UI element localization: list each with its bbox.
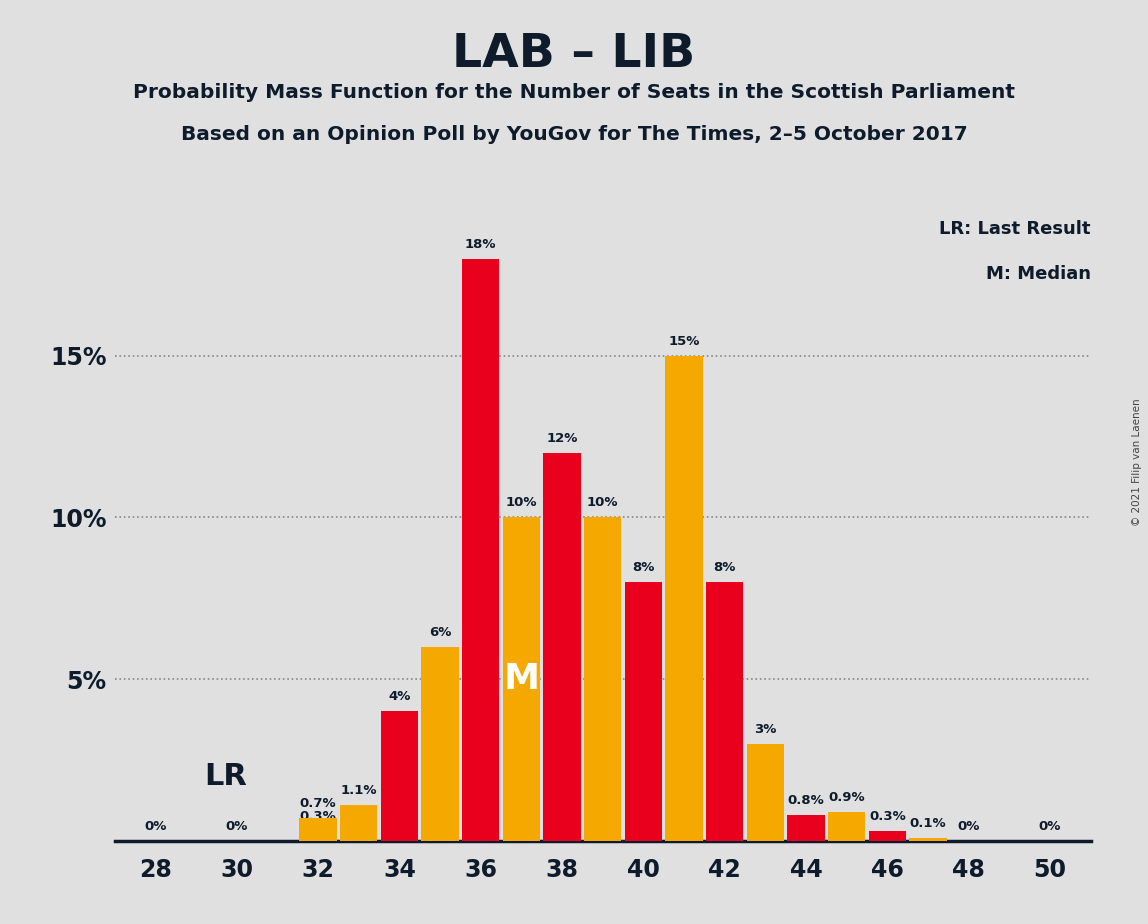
Text: 10%: 10%	[587, 496, 619, 509]
Text: 0.1%: 0.1%	[909, 817, 946, 830]
Bar	[421, 647, 459, 841]
Text: 8%: 8%	[633, 561, 654, 574]
Text: 8%: 8%	[714, 561, 736, 574]
Text: LR: LR	[204, 761, 247, 791]
Bar	[869, 832, 906, 841]
Bar	[461, 259, 499, 841]
Bar	[828, 812, 866, 841]
Text: M: M	[503, 663, 540, 696]
Text: LAB – LIB: LAB – LIB	[452, 32, 696, 78]
Bar	[584, 517, 621, 841]
Bar	[788, 815, 824, 841]
Bar	[746, 744, 784, 841]
Bar	[543, 453, 581, 841]
Bar	[503, 517, 540, 841]
Text: Probability Mass Function for the Number of Seats in the Scottish Parliament: Probability Mass Function for the Number…	[133, 83, 1015, 103]
Text: 0.3%: 0.3%	[300, 810, 336, 823]
Text: 10%: 10%	[505, 496, 537, 509]
Bar	[625, 582, 662, 841]
Bar	[300, 832, 336, 841]
Text: © 2021 Filip van Laenen: © 2021 Filip van Laenen	[1132, 398, 1142, 526]
Text: 0%: 0%	[226, 820, 248, 833]
Text: 3%: 3%	[754, 723, 776, 736]
Text: 0.3%: 0.3%	[869, 810, 906, 823]
Text: 0%: 0%	[957, 820, 979, 833]
Bar	[381, 711, 418, 841]
Bar	[666, 356, 703, 841]
Text: 4%: 4%	[388, 690, 411, 703]
Text: 1.1%: 1.1%	[341, 784, 377, 797]
Text: 0%: 0%	[1039, 820, 1061, 833]
Text: LR: Last Result: LR: Last Result	[939, 220, 1091, 237]
Bar	[706, 582, 744, 841]
Text: 0.8%: 0.8%	[788, 794, 824, 807]
Text: 0.9%: 0.9%	[829, 791, 864, 804]
Bar	[909, 837, 947, 841]
Bar	[340, 805, 378, 841]
Text: 18%: 18%	[465, 237, 496, 250]
Text: 0.7%: 0.7%	[300, 797, 336, 810]
Text: Based on an Opinion Poll by YouGov for The Times, 2–5 October 2017: Based on an Opinion Poll by YouGov for T…	[180, 125, 968, 144]
Text: M: Median: M: Median	[986, 265, 1091, 283]
Bar	[300, 819, 336, 841]
Text: 15%: 15%	[668, 334, 699, 347]
Text: 12%: 12%	[546, 432, 577, 444]
Text: 6%: 6%	[429, 626, 451, 638]
Text: 0%: 0%	[145, 820, 166, 833]
